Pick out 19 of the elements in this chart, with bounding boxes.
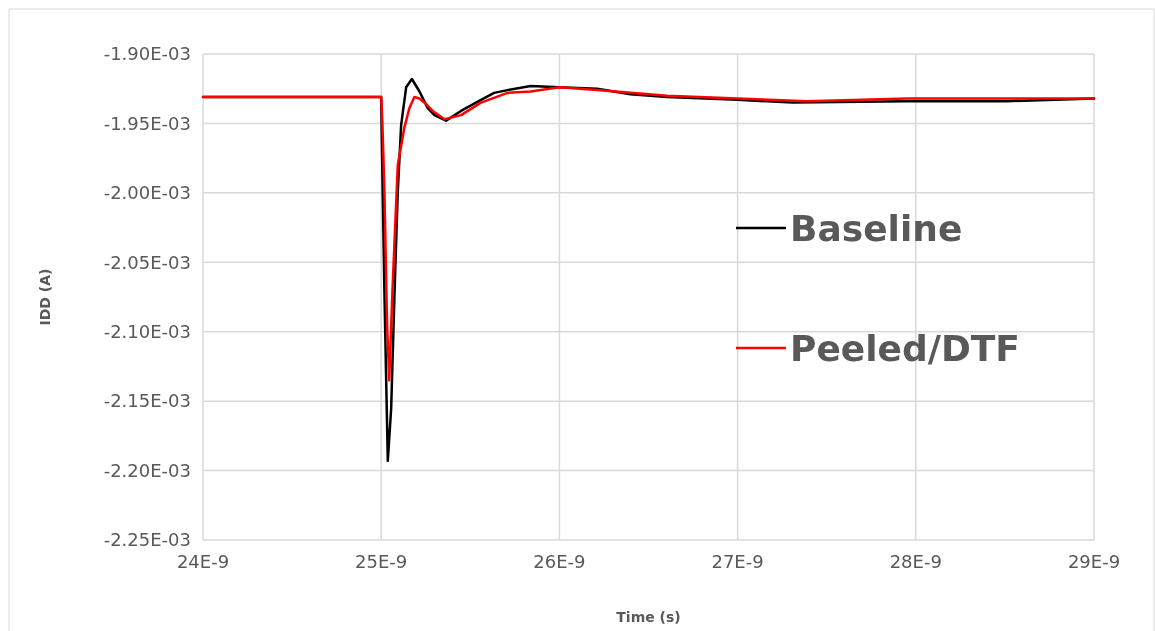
legend-label: Baseline xyxy=(790,207,963,249)
y-tick-label: -2.15E-03 xyxy=(103,390,191,412)
x-tick-label: 28E-9 xyxy=(889,551,942,572)
x-tick-label: 25E-9 xyxy=(355,551,408,572)
x-tick-label: 27E-9 xyxy=(711,551,764,572)
legend-label: Peeled/DTF xyxy=(790,327,1020,369)
x-axis-title: Time (s) xyxy=(616,609,681,625)
y-tick-label: -2.25E-03 xyxy=(103,529,191,551)
y-tick-label: -2.20E-03 xyxy=(103,459,191,481)
y-tick-label: -2.05E-03 xyxy=(103,251,191,273)
line-series xyxy=(201,86,1096,382)
y-tick-label: -1.95E-03 xyxy=(103,112,191,134)
y-tick-label: -2.10E-03 xyxy=(103,321,191,343)
y-tick-label: -1.90E-03 xyxy=(103,43,191,65)
x-tick-label: 29E-9 xyxy=(1067,551,1121,572)
x-tick-label: 26E-9 xyxy=(533,551,586,572)
x-tick-label: 24E-9 xyxy=(176,551,230,572)
y-axis-title: IDD (A) xyxy=(37,268,53,326)
y-tick-label: -2.00E-03 xyxy=(103,182,191,204)
